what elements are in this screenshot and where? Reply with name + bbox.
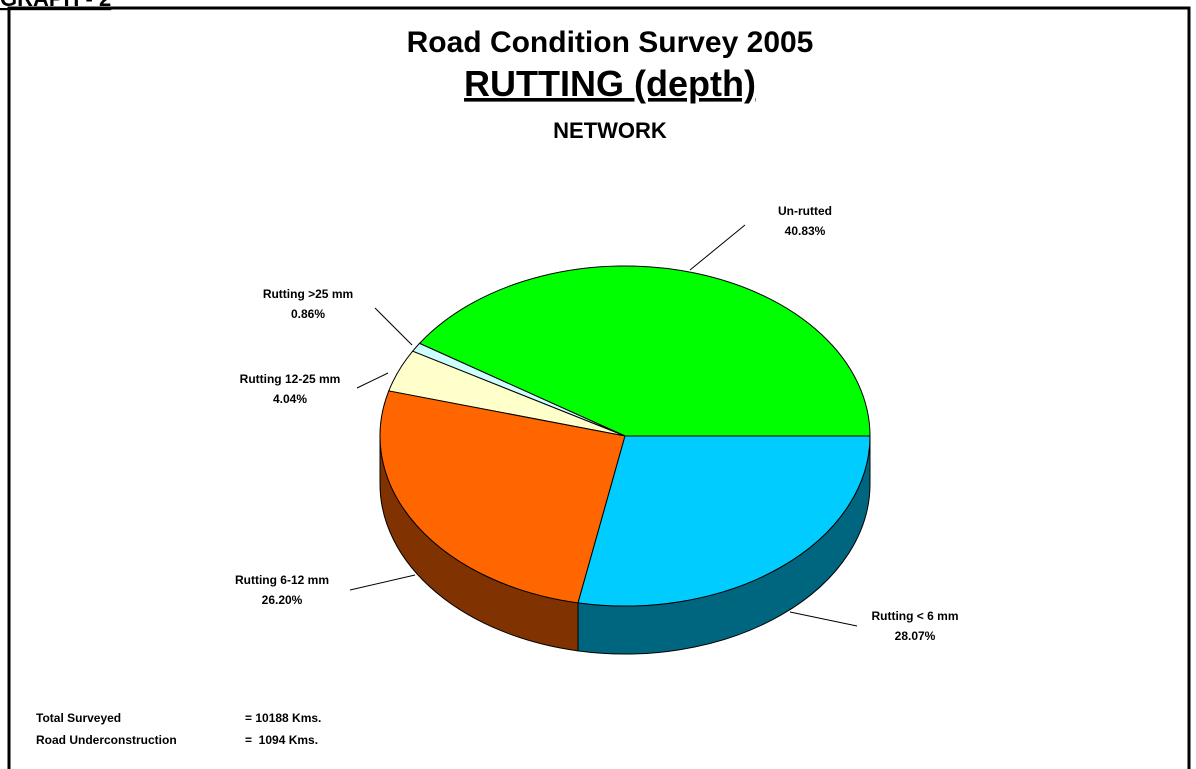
chart-title: Road Condition Survey 2005: [407, 26, 814, 59]
pie-slice: [577, 435, 871, 607]
slice-value-label: 40.83%: [785, 224, 826, 238]
leader-line: [789, 611, 858, 627]
slice-value-label: 4.04%: [273, 392, 307, 406]
note-value: = 10188 Kms.: [245, 711, 321, 725]
leader-line: [689, 224, 746, 271]
slice-value-label: 0.86%: [291, 307, 325, 321]
leader-line: [374, 307, 413, 346]
chart-subtitle: RUTTING (depth): [464, 63, 756, 104]
leader-line: [356, 372, 389, 389]
slice-value-label: 28.07%: [895, 629, 936, 643]
slice-label: Rutting >25 mm: [263, 287, 353, 301]
pie-slice: [379, 390, 626, 604]
note-value: = 1094 Kms.: [245, 733, 318, 747]
pie-slice: [418, 265, 871, 437]
slice-label: Rutting < 6 mm: [871, 609, 958, 623]
slice-label: Un-rutted: [778, 204, 832, 218]
frame: [7, 6, 1191, 769]
graph-label: GRAPH - 2: [0, 0, 111, 11]
slice-label: Rutting 12-25 mm: [240, 372, 341, 386]
slice-value-label: 26.20%: [262, 593, 303, 607]
slice-label: Rutting 6-12 mm: [235, 573, 329, 587]
note-label: Road Underconstruction: [36, 733, 177, 747]
chart-subtitle-2: NETWORK: [553, 118, 667, 143]
leader-line: [349, 574, 416, 591]
note-label: Total Surveyed: [36, 711, 121, 725]
